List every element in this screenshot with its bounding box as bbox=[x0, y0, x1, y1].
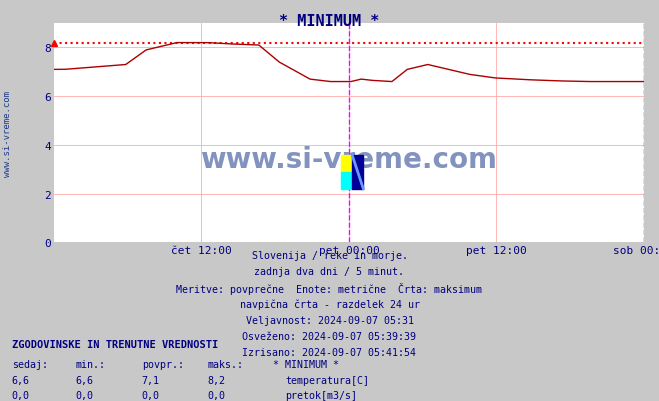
Bar bbox=[341, 155, 352, 172]
Text: sedaj:: sedaj: bbox=[12, 359, 48, 369]
Text: 6,6: 6,6 bbox=[76, 375, 94, 385]
Text: navpična črta - razdelek 24 ur: navpična črta - razdelek 24 ur bbox=[239, 299, 420, 309]
Text: 7,1: 7,1 bbox=[142, 375, 159, 385]
Text: Veljavnost: 2024-09-07 05:31: Veljavnost: 2024-09-07 05:31 bbox=[246, 315, 413, 325]
Text: 0,0: 0,0 bbox=[208, 390, 225, 400]
Text: temperatura[C]: temperatura[C] bbox=[285, 375, 369, 385]
Text: zadnja dva dni / 5 minut.: zadnja dva dni / 5 minut. bbox=[254, 267, 405, 277]
Text: * MINIMUM *: * MINIMUM * bbox=[279, 14, 380, 29]
Text: min.:: min.: bbox=[76, 359, 106, 369]
Bar bbox=[341, 172, 352, 189]
Text: maks.:: maks.: bbox=[208, 359, 244, 369]
Text: www.si-vreme.com: www.si-vreme.com bbox=[200, 146, 498, 174]
Text: povpr.:: povpr.: bbox=[142, 359, 184, 369]
Text: 6,6: 6,6 bbox=[12, 375, 30, 385]
Bar bbox=[352, 155, 363, 189]
Text: 0,0: 0,0 bbox=[76, 390, 94, 400]
Text: 0,0: 0,0 bbox=[142, 390, 159, 400]
Text: pretok[m3/s]: pretok[m3/s] bbox=[285, 390, 357, 400]
Text: 8,2: 8,2 bbox=[208, 375, 225, 385]
Text: Meritve: povprečne  Enote: metrične  Črta: maksimum: Meritve: povprečne Enote: metrične Črta:… bbox=[177, 283, 482, 295]
Text: Izrisano: 2024-09-07 05:41:54: Izrisano: 2024-09-07 05:41:54 bbox=[243, 347, 416, 357]
Text: www.si-vreme.com: www.si-vreme.com bbox=[3, 91, 13, 176]
Text: Osveženo: 2024-09-07 05:39:39: Osveženo: 2024-09-07 05:39:39 bbox=[243, 331, 416, 341]
Text: 0,0: 0,0 bbox=[12, 390, 30, 400]
Text: ZGODOVINSKE IN TRENUTNE VREDNOSTI: ZGODOVINSKE IN TRENUTNE VREDNOSTI bbox=[12, 339, 218, 349]
Text: * MINIMUM *: * MINIMUM * bbox=[273, 359, 339, 369]
Text: Slovenija / reke in morje.: Slovenija / reke in morje. bbox=[252, 251, 407, 261]
